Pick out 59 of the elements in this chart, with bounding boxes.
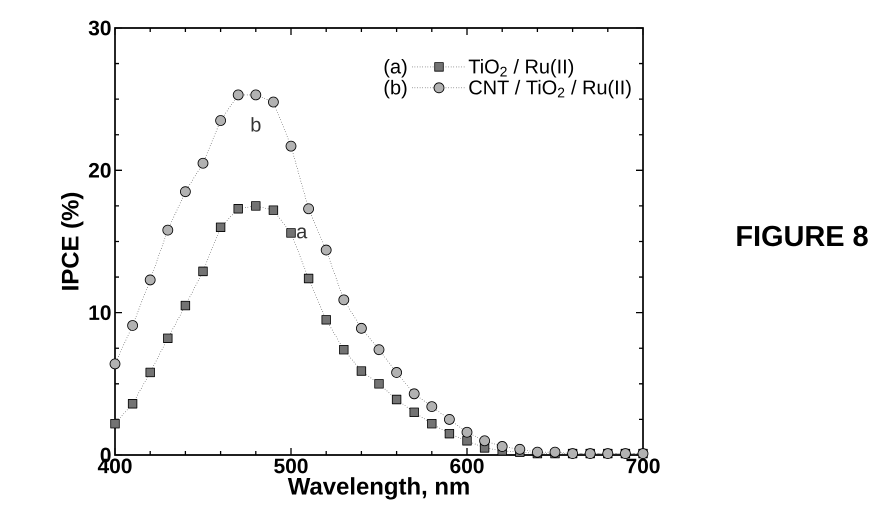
point <box>410 408 419 417</box>
point <box>198 266 208 276</box>
point <box>215 115 226 126</box>
annotation: (a) <box>384 58 406 78</box>
y-tick-label: 20 <box>88 162 111 178</box>
point <box>462 426 472 438</box>
annotation: a <box>297 228 308 238</box>
point <box>180 300 190 310</box>
point <box>320 244 332 256</box>
point <box>286 228 296 238</box>
point <box>304 274 314 284</box>
annotation: (b) <box>384 80 406 98</box>
point <box>268 96 279 108</box>
point <box>444 428 454 438</box>
point <box>514 444 526 455</box>
x-tick-label: 600 <box>450 458 484 474</box>
point <box>392 394 402 404</box>
point <box>144 274 156 286</box>
point <box>374 344 384 356</box>
point <box>162 224 174 236</box>
point <box>303 203 314 214</box>
point <box>110 418 120 428</box>
point <box>232 89 244 100</box>
point <box>322 315 331 324</box>
annotation: b <box>252 117 261 132</box>
y-tick-label: 30 <box>88 20 111 36</box>
caption: FIGURE 8 <box>737 226 868 246</box>
point <box>339 344 348 354</box>
point <box>216 222 226 232</box>
point <box>426 401 438 412</box>
point <box>496 441 508 452</box>
x-tick-label: 500 <box>274 458 308 474</box>
point <box>128 399 138 408</box>
x-tick-label: 700 <box>626 458 660 474</box>
point <box>180 186 191 198</box>
point <box>234 204 243 214</box>
point <box>127 320 138 331</box>
point <box>444 414 455 425</box>
y-axis-title: IPCE (%) <box>61 192 84 290</box>
point <box>427 418 436 428</box>
point <box>479 435 490 446</box>
point <box>163 334 172 343</box>
point <box>250 89 262 100</box>
point <box>251 201 260 211</box>
legend-label: CNT / TiO$_{2}$ / Ru(II) <box>469 80 631 98</box>
point <box>391 367 402 378</box>
x-axis-title: Wavelength, nm <box>288 477 469 500</box>
point <box>408 388 420 400</box>
point <box>356 322 367 334</box>
point <box>268 205 278 215</box>
point <box>356 366 366 376</box>
legend-label: TiO$_{2}$ / Ru(II) <box>468 58 574 78</box>
point <box>146 368 155 378</box>
point <box>198 158 208 169</box>
point <box>110 358 120 370</box>
y-tick-label: 10 <box>90 305 111 320</box>
point <box>286 140 296 152</box>
point <box>374 379 384 389</box>
point <box>338 294 350 306</box>
